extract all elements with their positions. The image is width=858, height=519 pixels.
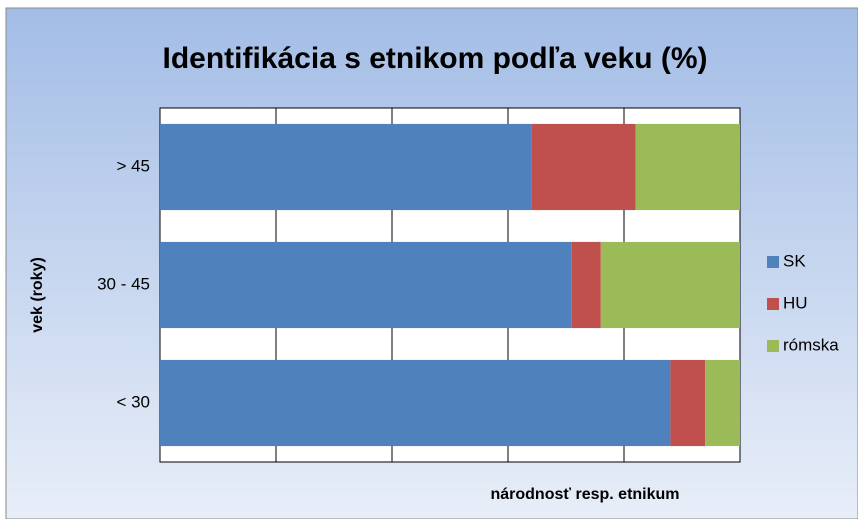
bar-segment xyxy=(705,359,740,447)
legend-label: SK xyxy=(783,251,806,270)
bar-segment xyxy=(531,123,636,211)
bar-segment xyxy=(160,123,532,211)
bar-segment xyxy=(160,359,671,447)
legend-swatch xyxy=(767,340,779,352)
y-tick-label: > 45 xyxy=(116,156,150,175)
bar-segment xyxy=(635,123,740,211)
bar-segment xyxy=(160,241,572,329)
y-tick-label: 30 - 45 xyxy=(97,274,150,293)
legend-label: HU xyxy=(783,293,808,312)
bar-segment xyxy=(571,241,601,329)
bar-segment xyxy=(670,359,706,447)
chart-title: Identifikácia s etnikom podľa veku (%) xyxy=(162,42,707,75)
legend-swatch xyxy=(767,256,779,268)
x-axis-label: národnosť resp. etnikum xyxy=(490,486,679,503)
y-tick-label: < 30 xyxy=(116,392,150,411)
legend-label: rómska xyxy=(783,335,839,354)
y-axis-label: vek (roky) xyxy=(29,257,46,333)
bar-segment xyxy=(600,241,740,329)
legend-swatch xyxy=(767,298,779,310)
